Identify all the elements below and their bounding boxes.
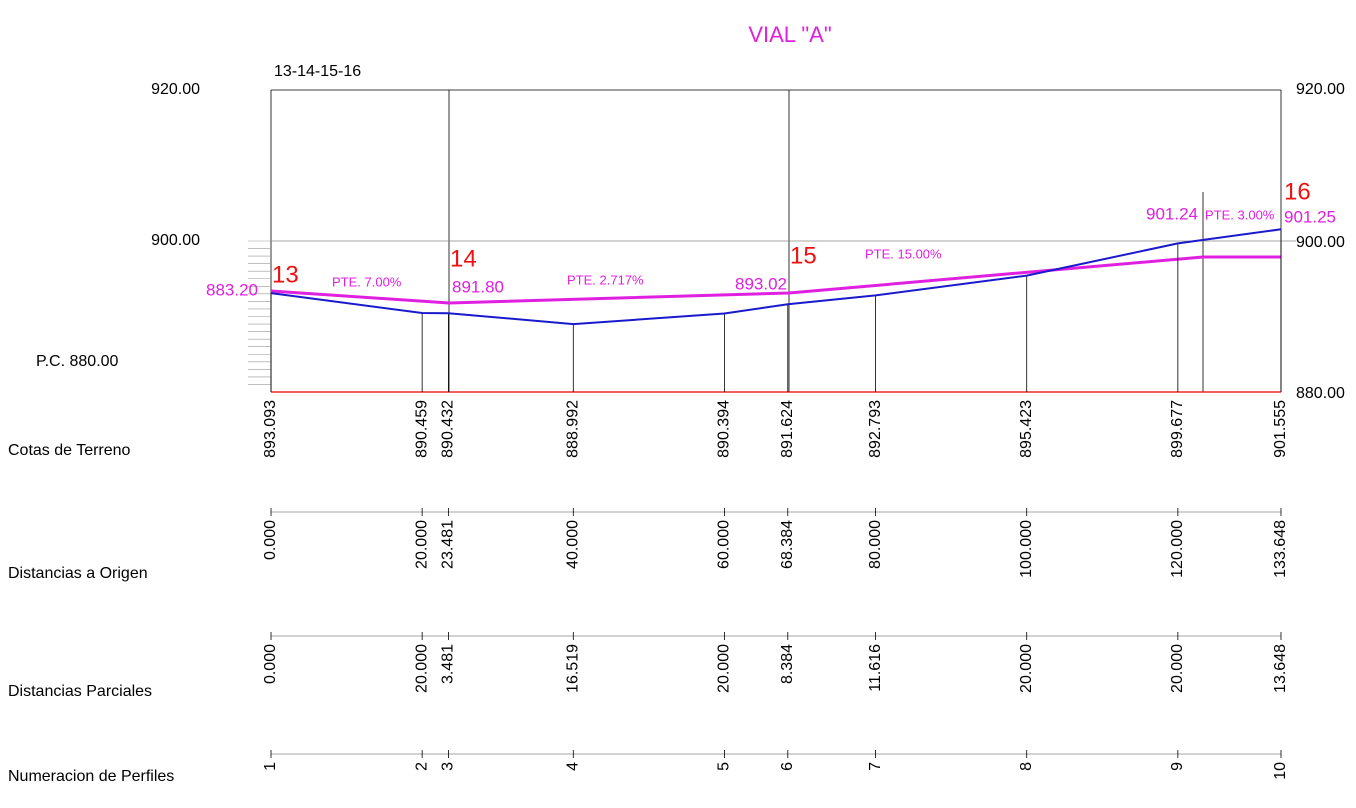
axis-left-label: 920.00 bbox=[151, 81, 200, 98]
profile-terreno: 890.459 bbox=[413, 400, 430, 458]
profile-origen: 20.000 bbox=[413, 520, 430, 569]
profile-terreno: 892.793 bbox=[867, 400, 884, 458]
profile-terreno: 890.432 bbox=[440, 400, 457, 458]
profile-terreno: 901.555 bbox=[1272, 400, 1289, 458]
profile-numero: 9 bbox=[1169, 762, 1186, 771]
profile-origen: 80.000 bbox=[867, 520, 884, 569]
terrain-line bbox=[270, 228, 1282, 326]
profile-terreno: 895.423 bbox=[1018, 400, 1035, 458]
profile-parcial: 8.384 bbox=[779, 644, 796, 684]
grade-line bbox=[270, 255, 1281, 305]
profile-origen: 60.000 bbox=[716, 520, 733, 569]
profile-terreno: 890.394 bbox=[716, 400, 733, 458]
profile-numero: 7 bbox=[867, 762, 884, 771]
profile-parcial: 20.000 bbox=[716, 644, 733, 693]
profile-origen: 40.000 bbox=[565, 520, 582, 569]
grade-label: PTE. 15.00% bbox=[865, 246, 942, 261]
profile-terreno: 893.093 bbox=[262, 400, 279, 458]
point-label: 16 bbox=[1284, 178, 1311, 205]
profile-parcial: 13.648 bbox=[1272, 644, 1289, 693]
row-label: Distancias Parciales bbox=[8, 683, 152, 700]
axis-right-label: 880.00 bbox=[1296, 385, 1345, 402]
subtitle: 13-14-15-16 bbox=[274, 63, 361, 80]
profile-origen: 68.384 bbox=[779, 520, 796, 569]
profile-numero: 4 bbox=[565, 762, 582, 771]
profile-terreno: 891.624 bbox=[779, 400, 796, 458]
profile-numero: 10 bbox=[1272, 762, 1289, 780]
row-label: Distancias a Origen bbox=[8, 565, 148, 582]
profile-numero: 1 bbox=[262, 762, 279, 771]
point-cota: 901.25 bbox=[1284, 207, 1336, 226]
profile-numero: 8 bbox=[1018, 762, 1035, 771]
scale-hatch bbox=[248, 240, 271, 385]
profile-parcial: 20.000 bbox=[1018, 644, 1035, 693]
profile-terreno: 888.992 bbox=[565, 400, 582, 458]
profile-origen: 0.000 bbox=[262, 520, 279, 560]
profile-parcial: 0.000 bbox=[262, 644, 279, 684]
profile-parcial: 11.616 bbox=[867, 644, 884, 692]
title: VIAL "A" bbox=[748, 22, 831, 47]
grade-label: PTE. 2.717% bbox=[567, 272, 644, 287]
profile-terreno: 899.677 bbox=[1169, 400, 1186, 458]
point-cota: 901.24 bbox=[1146, 204, 1198, 223]
profile-parcial: 20.000 bbox=[1169, 644, 1186, 693]
profile-origen: 120.000 bbox=[1169, 520, 1186, 578]
profile-origen: 133.648 bbox=[1272, 520, 1289, 578]
profile-origen: 23.481 bbox=[440, 520, 457, 569]
reference-label: P.C. 880.00 bbox=[36, 353, 119, 370]
point-cota: 893.02 bbox=[735, 274, 787, 293]
axis-right-label: 920.00 bbox=[1296, 81, 1345, 98]
grade-label: PTE. 7.00% bbox=[332, 274, 402, 289]
axis-left-label: 900.00 bbox=[151, 232, 200, 249]
point-cota: 883.20 bbox=[206, 280, 258, 299]
row-label: Numeracion de Perfiles bbox=[8, 768, 174, 785]
profile-numero: 2 bbox=[413, 762, 430, 771]
profile-parcial: 3.481 bbox=[440, 644, 457, 684]
profile-numero: 3 bbox=[440, 762, 457, 771]
point-cota: 891.80 bbox=[452, 277, 504, 296]
profile-numero: 5 bbox=[716, 762, 733, 771]
profile-origen: 100.000 bbox=[1018, 520, 1035, 578]
profile-numero: 6 bbox=[779, 762, 796, 771]
point-label: 13 bbox=[272, 261, 299, 288]
profile-parcial: 20.000 bbox=[413, 644, 430, 693]
point-label: 15 bbox=[790, 242, 817, 269]
axis-right-label: 900.00 bbox=[1296, 234, 1345, 251]
row-label: Cotas de Terreno bbox=[8, 442, 131, 459]
point-label: 14 bbox=[450, 245, 477, 272]
grade-label: PTE. 3.00% bbox=[1205, 207, 1275, 222]
profile-parcial: 16.519 bbox=[565, 644, 582, 693]
